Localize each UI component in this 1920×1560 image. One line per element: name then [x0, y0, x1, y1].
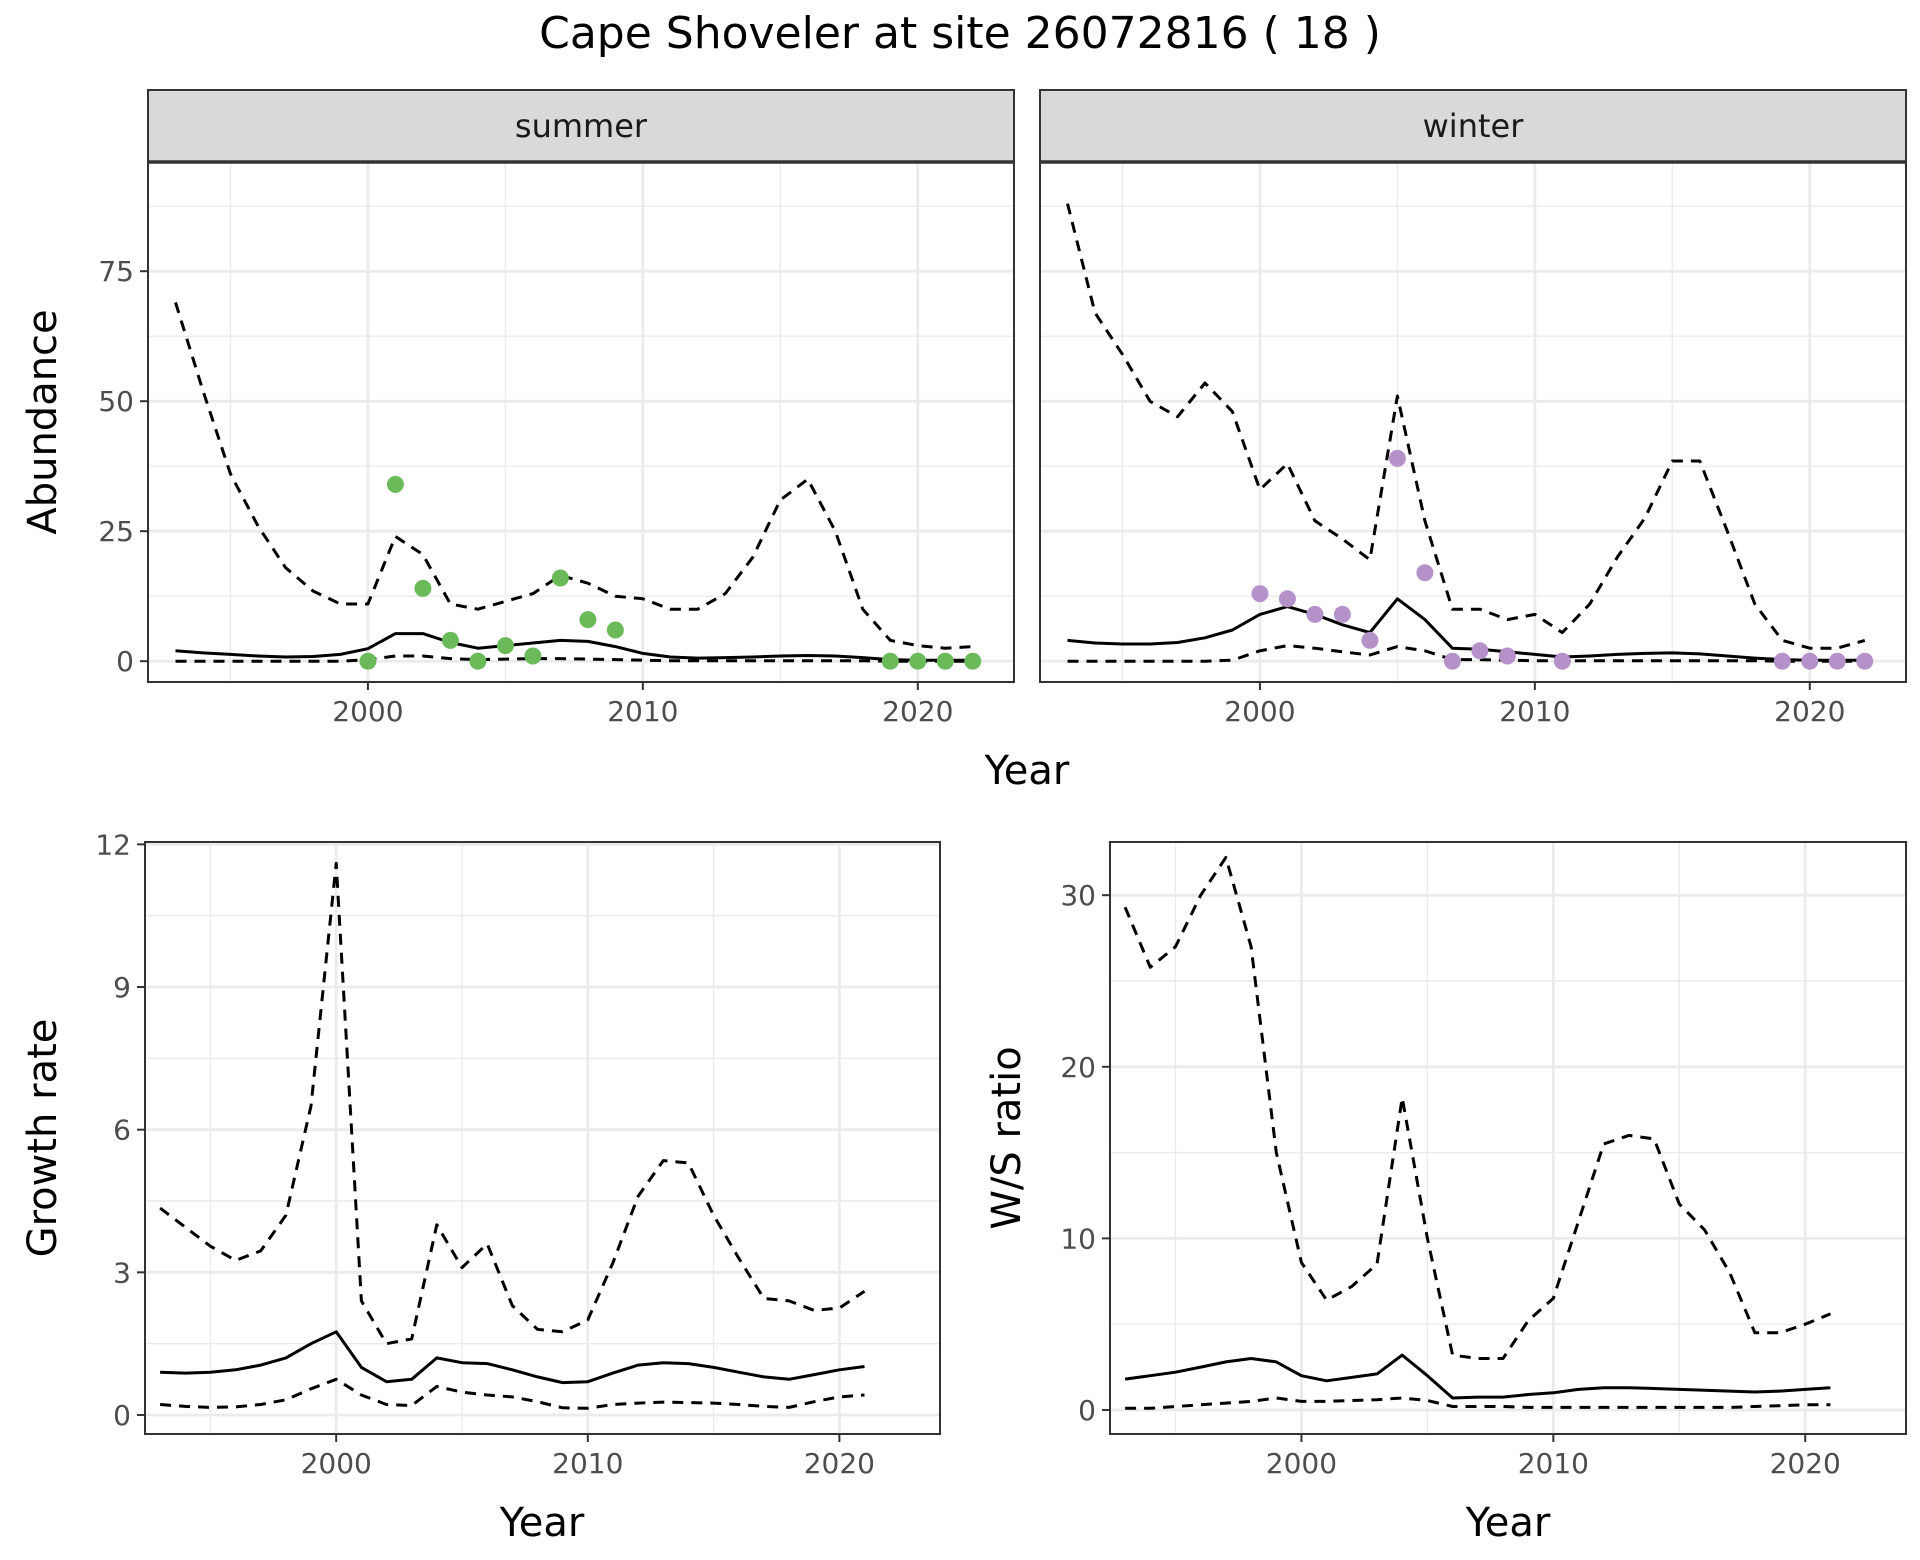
estimate-line — [1124, 1353, 1831, 1400]
data-point — [964, 652, 982, 670]
panel-1 — [1039, 89, 1907, 690]
x-tick-label: 2000 — [1224, 695, 1295, 728]
y-tick-label: 10 — [1060, 1222, 1096, 1255]
x-axis-title: Year — [499, 1500, 585, 1546]
x-tick-label: 2010 — [1499, 695, 1570, 728]
interval-line — [159, 861, 866, 1346]
y-tick-label: 30 — [1060, 879, 1096, 912]
plot-background — [1110, 842, 1906, 1434]
y-tick-label: 0 — [1078, 1394, 1096, 1427]
data-point — [909, 652, 927, 670]
y-tick-label: 25 — [98, 515, 134, 548]
y-tick-label: 50 — [98, 385, 134, 418]
interval-line — [175, 654, 973, 663]
estimate-line — [160, 1330, 865, 1385]
data-point — [1553, 652, 1571, 670]
data-point — [936, 652, 954, 670]
y-tick-label: 9 — [113, 971, 131, 1004]
data-point — [1773, 652, 1791, 670]
panel-0 — [140, 89, 1015, 690]
x-tick-label: 2020 — [1774, 695, 1845, 728]
data-point — [579, 611, 597, 629]
data-point — [1443, 652, 1461, 670]
panel-2 — [137, 841, 941, 1442]
x-tick-label: 2010 — [552, 1447, 623, 1480]
chart-title: Cape Shoveler at site 26072816 ( 18 ) — [539, 8, 1381, 59]
y-tick-label: 12 — [95, 828, 131, 861]
x-tick-label: 2020 — [1770, 1447, 1841, 1480]
estimate-line — [175, 632, 973, 662]
panel-border — [144, 841, 941, 1435]
y-axis-title: W/S ratio — [984, 1046, 1030, 1229]
facet-strip — [1039, 89, 1907, 163]
panel-3 — [1102, 841, 1907, 1442]
data-point — [469, 652, 487, 670]
x-tick-label: 2010 — [607, 695, 678, 728]
data-point — [414, 579, 432, 597]
x-tick-label: 2000 — [1266, 1447, 1337, 1480]
data-point — [496, 637, 514, 655]
data-point — [1828, 652, 1846, 670]
x-tick-label: 2020 — [804, 1447, 875, 1480]
panel-border — [1109, 841, 1907, 1435]
interval-line — [1067, 644, 1865, 663]
x-axis-title: Year — [1465, 1500, 1551, 1546]
interval-line — [1123, 855, 1831, 1360]
data-point — [441, 631, 459, 649]
interval-line — [1125, 1396, 1831, 1410]
data-point — [386, 475, 404, 493]
data-point — [1416, 564, 1434, 582]
facet-label: summer — [515, 107, 648, 145]
data-point — [1471, 642, 1489, 660]
data-point — [1388, 449, 1406, 467]
data-point — [1856, 652, 1874, 670]
plot-background — [145, 842, 940, 1434]
y-tick-label: 3 — [113, 1256, 131, 1289]
x-tick-label: 2000 — [301, 1447, 372, 1480]
data-point — [1498, 647, 1516, 665]
data-point — [1251, 585, 1269, 603]
interval-line — [174, 301, 973, 650]
plot-background — [148, 162, 1014, 682]
data-point — [1333, 605, 1351, 623]
data-point — [359, 652, 377, 670]
x-tick-label: 2020 — [882, 695, 953, 728]
data-point — [1361, 631, 1379, 649]
y-axis-title: Growth rate — [20, 1019, 66, 1258]
x-axis-title: Year — [984, 748, 1070, 794]
data-point — [881, 652, 899, 670]
y-axis-title: Abundance — [20, 309, 66, 534]
y-tick-label: 20 — [1060, 1051, 1096, 1084]
interval-line — [1066, 203, 1866, 650]
data-point — [524, 647, 542, 665]
data-point — [606, 621, 624, 639]
y-tick-label: 75 — [98, 255, 134, 288]
interval-line — [159, 1377, 865, 1410]
y-tick-label: 0 — [116, 645, 134, 678]
plot-background — [1040, 162, 1906, 682]
y-tick-label: 0 — [113, 1399, 131, 1432]
x-tick-label: 2000 — [332, 695, 403, 728]
x-tick-label: 2010 — [1518, 1447, 1589, 1480]
data-point — [551, 569, 569, 587]
estimate-line — [1067, 597, 1865, 662]
y-tick-label: 6 — [113, 1114, 131, 1147]
data-point — [1306, 605, 1324, 623]
facet-label: winter — [1423, 107, 1525, 145]
data-point — [1801, 652, 1819, 670]
data-point — [1278, 590, 1296, 608]
facet-strip — [147, 89, 1015, 163]
